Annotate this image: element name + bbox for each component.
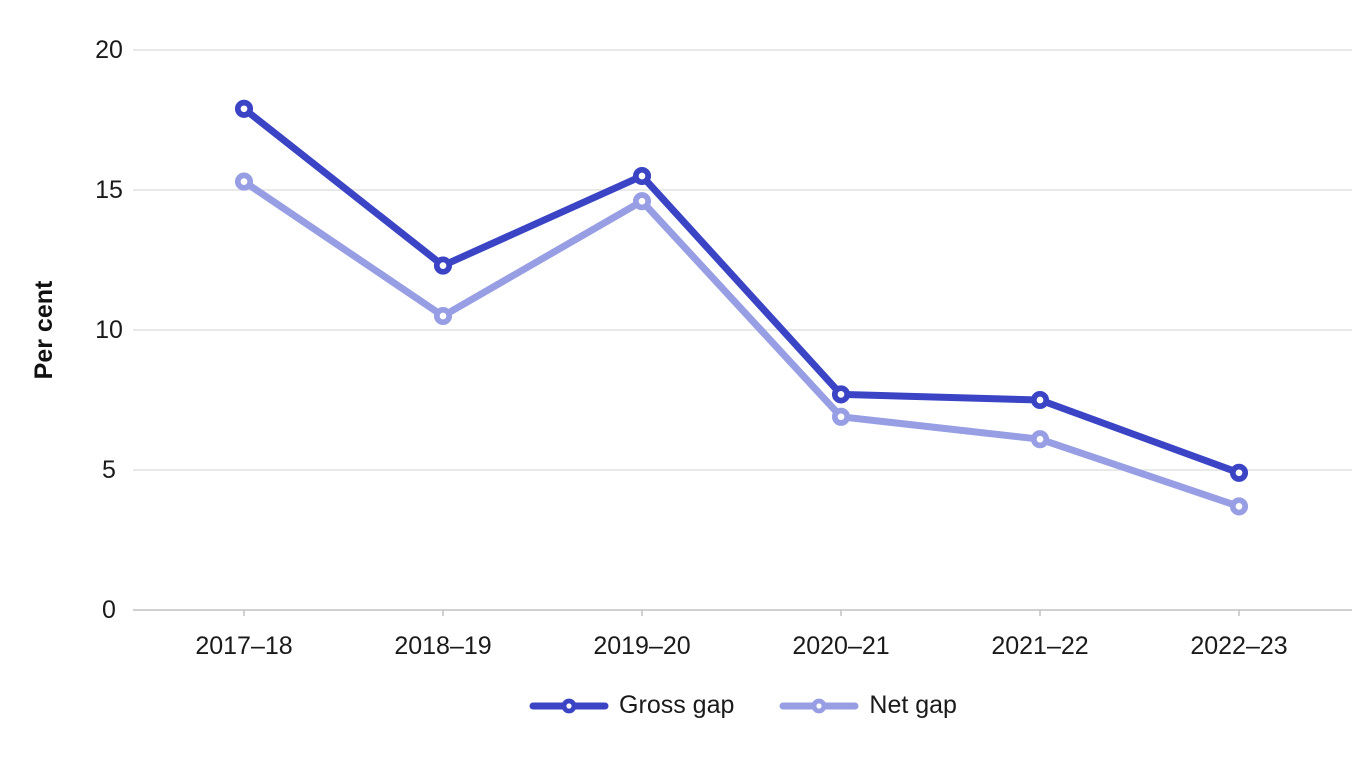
series-line-net-gap [240, 178, 1243, 510]
data-point-gross-gap-2020-21 [831, 385, 851, 404]
legend-marker-gross-gap-icon [529, 698, 609, 713]
x-axis-ticks [243, 610, 1240, 616]
data-point-net-gap-2018-19 [433, 306, 453, 326]
x-tick-label: 2020–21 [792, 632, 889, 660]
legend-label: Net gap [869, 691, 957, 719]
series-line-gross-gap [240, 105, 1243, 477]
data-point-gross-gap-2018-19 [433, 256, 453, 275]
y-tick-label: 0 [102, 596, 116, 624]
legend-label: Gross gap [619, 691, 735, 719]
data-point-gross-gap-2022-23 [1229, 463, 1249, 482]
legend-marker-net-gap-icon [779, 698, 859, 713]
series-layer [234, 99, 1249, 516]
x-tick-label: 2022–23 [1190, 632, 1287, 660]
gridlines [133, 49, 1352, 611]
data-point-net-gap-2017-18 [234, 172, 254, 191]
data-point-gross-gap-2021-22 [1030, 390, 1050, 410]
y-tick-label: 20 [95, 36, 123, 64]
x-tick-label: 2017–18 [195, 632, 292, 660]
data-point-gross-gap-2019-20 [632, 166, 652, 186]
y-axis-tick-labels: 0 5 10 15 20 [95, 36, 123, 624]
y-tick-label: 10 [95, 316, 123, 344]
x-axis-tick-labels: 2017–18 2018–19 2019–20 2020–21 2021–22 2022–… [195, 632, 1287, 660]
legend: Gross gap Net gap [133, 693, 1352, 718]
y-tick-label: 15 [95, 176, 123, 204]
y-tick-label: 5 [102, 456, 116, 484]
data-point-net-gap-2019-20 [632, 192, 652, 211]
legend-item-gross-gap: Gross gap [528, 693, 734, 718]
data-point-net-gap-2022-23 [1229, 497, 1249, 516]
data-point-net-gap-2020-21 [831, 407, 851, 426]
legend-item-net-gap: Net gap [778, 693, 957, 718]
data-point-gross-gap-2017-18 [234, 99, 254, 118]
x-tick-label: 2018–19 [394, 632, 491, 660]
x-tick-label: 2019–20 [593, 632, 690, 660]
y-axis-title: Per cent [30, 280, 58, 379]
x-tick-label: 2021–22 [991, 632, 1088, 660]
data-point-net-gap-2021-22 [1030, 430, 1050, 449]
